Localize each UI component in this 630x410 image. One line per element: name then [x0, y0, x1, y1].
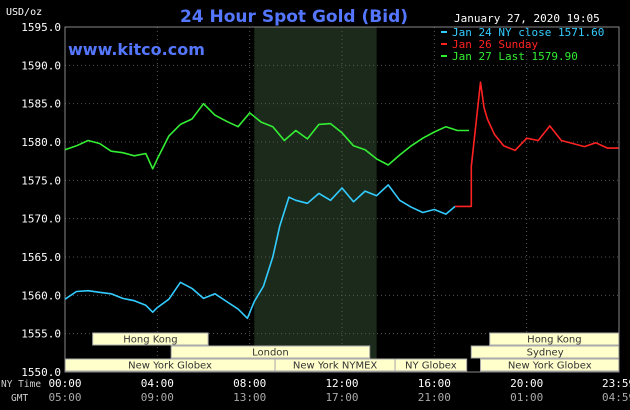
x-tick-label-ny: 08:00: [233, 377, 266, 390]
x-tick-label-ny: 23:59: [602, 377, 630, 390]
legend-entry: Jan 24 NY close 1571.60: [452, 26, 604, 39]
session-label: New York Globex: [508, 361, 592, 372]
y-tick-label: 1560.0: [21, 289, 61, 302]
session-label: Sydney: [527, 348, 564, 359]
x-tick-label-gmt: 13:00: [233, 391, 266, 404]
legend-entry: Jan 27 Last 1579.90: [452, 50, 578, 63]
plot-frame: [64, 26, 620, 373]
session-label: Hong Kong: [123, 335, 177, 346]
market-sessions: Hong Kong Hong Kong London Sydney New York G…: [64, 332, 620, 372]
session-bar: [170, 345, 371, 359]
session-label: Hong Kong: [527, 335, 581, 346]
y-axis: 1595.0 1590.0 1585.0 1580.0 1575.0 1570.0 1565…: [21, 21, 61, 379]
y-tick-label: 1585.0: [21, 98, 61, 111]
session-bar: [394, 358, 468, 372]
x-tick-label-gmt: 04:59: [602, 391, 630, 404]
x-tick-label-ny: 00:00: [48, 377, 81, 390]
x-tick-label-ny: 16:00: [418, 377, 451, 390]
x-tick-label-ny: 12:00: [325, 377, 358, 390]
y-tick-label: 1580.0: [21, 136, 61, 149]
nymex-session-band: [254, 27, 377, 372]
site-url: www.kitco.com: [68, 40, 205, 59]
chart-title: 24 Hour Spot Gold (Bid): [180, 7, 408, 27]
series-line-1: [64, 184, 456, 320]
y-tick-label: 1555.0: [21, 328, 61, 341]
chart-timestamp: January 27, 2020 19:05: [454, 12, 600, 25]
series-line-2: [455, 81, 619, 208]
x-tick-label-gmt: 21:00: [418, 391, 451, 404]
session-label: New York Globex: [128, 361, 212, 372]
y-tick-label: 1595.0: [21, 21, 61, 34]
ny-time-label: NY Time: [1, 379, 41, 390]
session-label: NY Globex: [405, 361, 457, 372]
series-line-3: [64, 102, 469, 170]
y-tick-label: 1565.0: [21, 251, 61, 264]
y-tick-label: 1550.0: [21, 366, 61, 379]
y-tick-label: 1575.0: [21, 174, 61, 187]
x-tick-label-ny: 04:00: [141, 377, 174, 390]
session-label: New York NYMEX: [293, 361, 378, 372]
y-tick-label: 1570.0: [21, 213, 61, 226]
gmt-label: GMT: [11, 393, 28, 404]
x-tick-label-gmt: 17:00: [325, 391, 358, 404]
x-tick-label-gmt: 01:00: [510, 391, 543, 404]
x-tick-label-gmt: 05:00: [48, 391, 81, 404]
session-bar: [92, 332, 209, 346]
legend-entry: Jan 26 Sunday: [452, 38, 538, 51]
x-tick-label-ny: 20:00: [510, 377, 543, 390]
price-series: [64, 81, 619, 320]
y-tick-label: 1590.0: [21, 59, 61, 72]
x-tick-label-gmt: 09:00: [141, 391, 174, 404]
session-label: London: [252, 348, 289, 359]
unit-label: USD/oz: [6, 7, 42, 18]
